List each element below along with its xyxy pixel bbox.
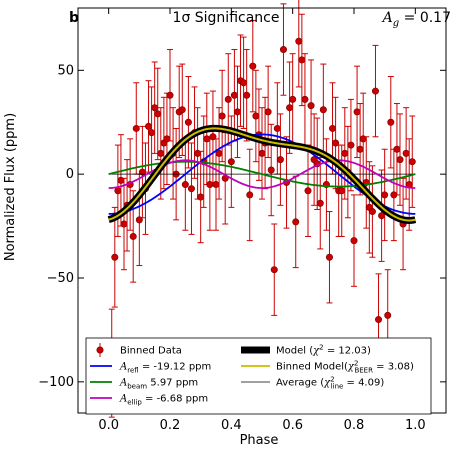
legend-label: Arefl = -19.12 ppm xyxy=(119,362,211,375)
data-point xyxy=(295,37,303,45)
data-point xyxy=(252,112,260,120)
data-point xyxy=(350,237,358,245)
data-point xyxy=(347,141,355,149)
data-point xyxy=(111,253,119,261)
data-point xyxy=(132,124,140,132)
data-point xyxy=(408,158,416,166)
data-point xyxy=(353,108,361,116)
legend-label: Binned Model(χ2 BEER = 3.08) xyxy=(276,360,414,375)
x-tick-label: 0.2 xyxy=(160,418,181,433)
y-tick-label: −50 xyxy=(47,271,74,286)
data-point xyxy=(292,218,300,226)
data-point xyxy=(384,311,392,319)
x-axis-label: Phase xyxy=(240,433,279,448)
data-point xyxy=(338,187,346,195)
data-point xyxy=(240,79,248,87)
data-point xyxy=(233,108,241,116)
legend-marker xyxy=(96,346,104,354)
data-point xyxy=(218,112,226,120)
data-point xyxy=(267,166,275,174)
data-point xyxy=(307,102,315,110)
data-point xyxy=(157,149,165,157)
data-point xyxy=(289,95,297,103)
data-point xyxy=(114,187,122,195)
data-point xyxy=(276,156,284,164)
data-point xyxy=(396,156,404,164)
data-point xyxy=(178,106,186,114)
model-layer xyxy=(107,124,417,224)
data-point xyxy=(341,149,349,157)
legend: Binned Data Arefl = -19.12 ppm Abeam 5.97 … xyxy=(85,337,432,415)
data-point xyxy=(151,104,159,112)
x-tick-label: 0.4 xyxy=(221,418,242,433)
x-tick-label: 0.6 xyxy=(282,418,303,433)
data-point xyxy=(184,118,192,126)
data-point xyxy=(279,46,287,54)
data-point xyxy=(304,187,312,195)
data-point xyxy=(145,122,153,130)
data-point xyxy=(371,87,379,95)
data-point xyxy=(166,91,174,99)
data-point xyxy=(402,149,410,157)
data-point xyxy=(264,108,272,116)
data-point xyxy=(230,91,238,99)
data-point xyxy=(319,106,327,114)
legend-label: Binned Data xyxy=(120,346,182,357)
data-point xyxy=(393,145,401,153)
y-tick-label: 0 xyxy=(66,167,74,182)
data-point xyxy=(227,158,235,166)
data-point xyxy=(387,118,395,126)
data-point xyxy=(243,91,251,99)
data-point xyxy=(273,124,281,132)
x-tick-label: 0.8 xyxy=(344,418,365,433)
legend-label: Model (χ2 = 12.03) xyxy=(276,344,371,357)
binned-model-curve xyxy=(108,127,416,222)
x-tick-label: 0.0 xyxy=(98,418,119,433)
panel-label: b xyxy=(69,10,79,26)
y-tick-label: 50 xyxy=(57,63,74,78)
x-tick-label: 1.0 xyxy=(405,418,426,433)
data-point xyxy=(286,104,294,112)
chart-title: 1σ Significance xyxy=(173,10,280,26)
data-point xyxy=(325,253,333,261)
data-point xyxy=(329,124,337,132)
data-point xyxy=(368,208,376,216)
axes-layer: 0.0 0.2 0.4 0.6 0.8 1.0 50 0 −50 −100 xyxy=(38,8,446,433)
y-axis-label: Normalized Flux (ppm) xyxy=(3,113,18,261)
data-point xyxy=(212,181,220,189)
legend-label: Abeam 5.97 ppm xyxy=(119,378,198,391)
data-point xyxy=(187,185,195,193)
data-point xyxy=(224,95,232,103)
data-point xyxy=(375,316,383,324)
data-point xyxy=(356,145,364,153)
data-point xyxy=(181,181,189,189)
data-point xyxy=(316,199,324,207)
data-point xyxy=(270,266,278,274)
data-point xyxy=(197,193,205,201)
data-point xyxy=(249,62,257,70)
legend-label: Average (χ2 line = 4.09) xyxy=(276,376,384,391)
data-point xyxy=(129,232,137,240)
data-point xyxy=(298,56,306,64)
data-point xyxy=(301,95,309,103)
legend-label: Aellip = -6.68 ppm xyxy=(119,394,208,407)
annotation-ag: Ag = 0.17 xyxy=(381,10,451,29)
data-point xyxy=(154,110,162,118)
data-point xyxy=(120,220,128,228)
y-tick-label: −100 xyxy=(38,375,74,390)
data-point xyxy=(148,129,156,137)
data-layer xyxy=(108,0,416,418)
data-point xyxy=(246,191,254,199)
data-point xyxy=(258,149,266,157)
data-point xyxy=(381,191,389,199)
